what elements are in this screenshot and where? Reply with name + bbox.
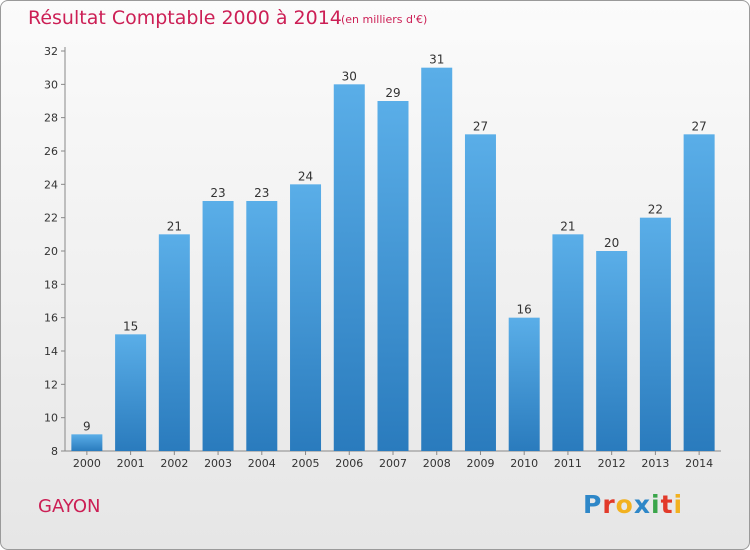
x-tick-label: 2012 xyxy=(598,457,626,470)
bar-2009 xyxy=(464,134,496,452)
bar-value-label: 24 xyxy=(298,169,313,183)
x-tick-label: 2008 xyxy=(423,457,451,470)
bar-value-label: 21 xyxy=(167,219,182,233)
x-tick-label: 2007 xyxy=(379,457,407,470)
bar-2003 xyxy=(202,201,234,451)
bar-2011 xyxy=(552,234,584,451)
x-tick-label: 2003 xyxy=(204,457,232,470)
bar-2002 xyxy=(158,234,190,451)
logo-letter: o xyxy=(615,490,634,519)
x-tick-label: 2006 xyxy=(335,457,363,470)
bar-value-label: 23 xyxy=(254,186,269,200)
bar-value-label: 29 xyxy=(385,86,400,100)
logo-letter: x xyxy=(633,490,651,519)
x-tick-label: 2014 xyxy=(685,457,713,470)
y-tick-label: 28 xyxy=(44,112,58,125)
commune-name: GAYON xyxy=(38,496,101,517)
y-tick-label: 12 xyxy=(44,378,58,391)
logo-letter: i xyxy=(651,490,661,519)
x-tick-label: 2009 xyxy=(466,457,494,470)
y-tick-label: 18 xyxy=(44,278,58,291)
y-tick-label: 30 xyxy=(44,78,58,91)
x-tick-label: 2010 xyxy=(510,457,538,470)
y-tick-label: 16 xyxy=(44,312,58,325)
y-tick-label: 26 xyxy=(44,145,58,158)
x-tick-label: 2001 xyxy=(117,457,145,470)
x-tick-label: 2004 xyxy=(248,457,276,470)
bar-2006 xyxy=(333,84,365,451)
x-tick-label: 2011 xyxy=(554,457,582,470)
bar-value-label: 15 xyxy=(123,319,138,333)
bar-2012 xyxy=(596,251,628,451)
y-tick-label: 32 xyxy=(44,45,58,58)
x-tick-label: 2005 xyxy=(292,457,320,470)
bar-value-label: 21 xyxy=(560,219,575,233)
bar-value-label: 27 xyxy=(473,119,488,133)
y-tick-label: 10 xyxy=(44,412,58,425)
bar-value-label: 27 xyxy=(691,119,706,133)
bar-2014 xyxy=(683,134,715,452)
y-tick-label: 14 xyxy=(44,345,58,358)
logo-letter: i xyxy=(673,490,684,519)
bar-2013 xyxy=(639,217,671,451)
y-tick-label: 24 xyxy=(44,178,58,191)
bar-value-label: 22 xyxy=(648,203,663,217)
bar-value-label: 20 xyxy=(604,236,619,250)
y-tick-label: 8 xyxy=(51,445,58,458)
bar-2005 xyxy=(290,184,322,452)
bar-value-label: 31 xyxy=(429,53,444,67)
bar-2000 xyxy=(71,434,103,451)
x-tick-label: 2002 xyxy=(160,457,188,470)
bar-2007 xyxy=(377,101,409,451)
bar-value-label: 9 xyxy=(83,419,91,433)
y-tick-label: 20 xyxy=(44,245,58,258)
bar-value-label: 23 xyxy=(210,186,225,200)
bar-2001 xyxy=(115,334,147,451)
bar-2008 xyxy=(421,67,453,452)
x-tick-label: 2013 xyxy=(641,457,669,470)
logo-letter: r xyxy=(602,490,616,519)
bar-2004 xyxy=(246,201,278,451)
logo-letter: P xyxy=(583,490,603,519)
y-tick-label: 22 xyxy=(44,212,58,225)
bar-2010 xyxy=(508,317,540,451)
bar-value-label: 16 xyxy=(517,303,532,317)
chart-title: Résultat Comptable 2000 à 2014 xyxy=(28,7,342,29)
bar-value-label: 30 xyxy=(342,69,357,83)
chart-subtitle: (en milliers d'€) xyxy=(341,13,428,26)
logo-letter: t xyxy=(660,490,674,519)
proxiti-logo: Proxiti xyxy=(583,490,683,519)
x-tick-label: 2000 xyxy=(73,457,101,470)
